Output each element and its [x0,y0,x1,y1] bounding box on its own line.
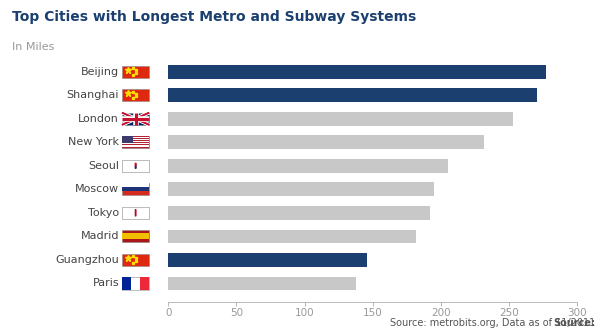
Bar [168,135,484,149]
Text: In Miles: In Miles [12,42,55,52]
Bar [168,88,537,102]
Bar [122,136,149,148]
Bar [122,144,149,145]
Text: Beijing: Beijing [81,67,119,77]
Text: Shanghai: Shanghai [67,90,119,100]
Bar [122,277,131,289]
Bar [122,183,149,187]
Bar [122,183,149,195]
Text: New York: New York [69,137,119,147]
Bar [168,206,430,220]
Bar [122,89,149,101]
Bar [168,253,367,267]
Bar [122,207,149,219]
Bar [122,142,149,143]
Text: London: London [78,114,119,124]
Text: Guangzhou: Guangzhou [55,255,119,265]
Text: Tokyo: Tokyo [88,208,119,218]
Bar [122,160,149,172]
Bar [140,277,149,289]
Bar [122,254,149,266]
Bar [122,137,149,138]
Bar [122,140,149,141]
Bar [122,113,149,125]
Text: Moscow: Moscow [75,184,119,194]
Bar [122,141,149,142]
Bar [122,138,149,139]
Text: Madrid: Madrid [81,231,119,241]
Bar [168,65,546,78]
Text: Source:: Source: [553,318,595,328]
Bar [122,233,149,240]
Bar [122,145,149,146]
Bar [168,277,356,290]
Text: Paris: Paris [93,278,119,288]
Bar [168,229,416,243]
Bar [122,136,149,137]
Bar [122,147,149,148]
Bar [168,183,434,196]
Bar [122,136,133,143]
Bar [122,146,149,147]
Bar [122,139,149,140]
Bar [122,277,149,289]
Bar [168,159,448,173]
Bar [122,143,149,144]
Text: Top Cities with Longest Metro and Subway Systems: Top Cities with Longest Metro and Subway… [12,10,416,24]
Bar [122,230,149,243]
Bar [122,66,149,78]
Text: Source: metrobits.org, Data as of 11/2011: Source: metrobits.org, Data as of 11/201… [389,318,595,328]
Text: Seoul: Seoul [88,161,119,171]
Bar [168,112,513,126]
Bar [122,187,149,191]
